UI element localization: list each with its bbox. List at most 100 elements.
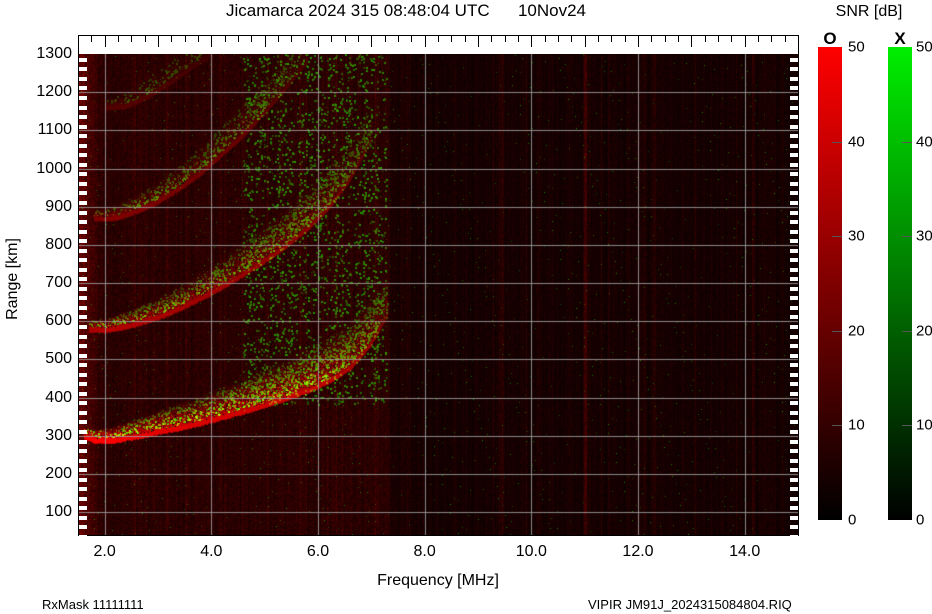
range-minor-tick [79, 191, 87, 195]
x-axis-tick-label: 6.0 [306, 543, 330, 560]
colorbar-tick-label: 50 [848, 38, 865, 56]
range-minor-tick [790, 525, 798, 529]
x-axis-tick [611, 36, 612, 42]
range-minor-tick [79, 344, 87, 348]
range-minor-tick [790, 77, 798, 81]
range-minor-tick [790, 144, 798, 148]
y-axis-tick-label: 900 [45, 197, 72, 215]
footer-filename: VIPIR JM91J_2024315084804.RIQ [588, 597, 792, 612]
range-minor-tick [79, 144, 87, 148]
range-minor-tick [79, 134, 87, 138]
colorbar-tick-label: 40 [916, 133, 932, 151]
left-axis-minor-ticks [79, 54, 87, 539]
range-minor-tick [790, 134, 798, 138]
x-axis-tick [465, 36, 466, 42]
range-minor-tick [790, 268, 798, 272]
x-axis-tick [625, 36, 626, 42]
x-axis-tick-label: 8.0 [413, 543, 436, 560]
x-axis-tick-label: 4.0 [200, 543, 223, 560]
x-axis-tick [731, 36, 732, 42]
range-minor-tick [790, 420, 798, 424]
range-minor-tick [79, 211, 87, 215]
x-axis-tick [531, 36, 532, 47]
frame-left [78, 35, 79, 536]
range-minor-tick [790, 315, 798, 319]
range-minor-tick [790, 220, 798, 224]
range-minor-tick [790, 58, 798, 62]
x-axis-tick [705, 36, 706, 42]
x-axis-tick-label: 12.0 [622, 543, 654, 560]
range-minor-tick [790, 201, 798, 205]
x-axis-tick [438, 36, 439, 42]
y-axis-tick-labels: 1300 1200 1100 1000 900 800 700 600 500 400 300 200… [0, 0, 72, 614]
x-axis-tick [425, 36, 426, 47]
range-minor-tick [79, 525, 87, 529]
ionogram-plot-area [78, 54, 798, 535]
x-axis-tick [91, 36, 92, 42]
range-minor-tick [79, 258, 87, 262]
range-minor-tick [790, 459, 798, 463]
range-minor-tick [79, 373, 87, 377]
frame-top [78, 35, 799, 36]
range-minor-tick [79, 392, 87, 396]
range-minor-tick [79, 449, 87, 453]
range-minor-tick [79, 296, 87, 300]
range-minor-tick [79, 478, 87, 482]
range-minor-tick [79, 67, 87, 71]
x-axis-tick [225, 36, 226, 42]
colorbar-tick-label: 0 [916, 511, 925, 529]
y-axis-tick-label: 100 [45, 503, 72, 521]
y-axis-title: Range [km] [4, 238, 21, 320]
range-minor-tick [79, 440, 87, 444]
x-axis-tick [278, 36, 279, 42]
x-axis-tick-label: 14.0 [729, 543, 761, 560]
page-title: Jicamarca 2024 315 08:48:04 UTC 10Nov24 [225, 1, 587, 20]
range-minor-tick [790, 468, 798, 472]
colorbar-tick-dash [902, 236, 912, 238]
range-minor-tick [79, 172, 87, 176]
range-minor-tick [790, 258, 798, 262]
footer-rxmask: RxMask 11111111 [42, 597, 144, 612]
x-axis-tick [585, 36, 586, 47]
x-axis-tick [318, 36, 319, 47]
range-minor-tick [79, 468, 87, 472]
y-axis-tick-label: 300 [45, 426, 72, 444]
range-minor-tick [790, 239, 798, 243]
x-axis-tick [305, 36, 306, 42]
range-minor-tick [79, 487, 87, 491]
colorbar-tick-label: 40 [848, 133, 865, 151]
y-axis-tick-label: 200 [45, 464, 72, 482]
range-minor-tick [790, 344, 798, 348]
y-axis-tick-label: 1300 [36, 45, 72, 62]
range-minor-tick [79, 86, 87, 90]
range-minor-tick [790, 382, 798, 386]
colorbar-title: SNR [dB] [835, 3, 903, 20]
range-minor-tick [79, 249, 87, 253]
x-axis-tick [398, 36, 399, 42]
x-axis-tick [598, 36, 599, 42]
range-minor-tick [790, 115, 798, 119]
x-axis-tick [371, 36, 372, 47]
range-minor-tick [790, 287, 798, 291]
range-minor-tick [79, 230, 87, 234]
x-axis-tick [558, 36, 559, 42]
range-minor-tick [790, 363, 798, 367]
x-axis-tick [651, 36, 652, 42]
range-minor-tick [790, 392, 798, 396]
colorbar-tick-dash [902, 425, 912, 427]
range-minor-tick [79, 287, 87, 291]
x-axis-tick [105, 36, 106, 47]
right-axis-minor-ticks [790, 54, 798, 539]
range-minor-tick [79, 535, 87, 539]
colorbar-tick-dash [832, 330, 842, 332]
range-minor-tick [79, 201, 87, 205]
range-minor-tick [79, 430, 87, 434]
range-minor-tick [79, 96, 87, 100]
range-minor-tick [79, 125, 87, 129]
range-minor-tick [79, 401, 87, 405]
range-minor-tick [790, 86, 798, 90]
colorbar-tick-label: 30 [848, 227, 865, 245]
x-axis-tick [758, 36, 759, 42]
x-axis-tick [131, 36, 132, 42]
range-minor-tick [790, 230, 798, 234]
